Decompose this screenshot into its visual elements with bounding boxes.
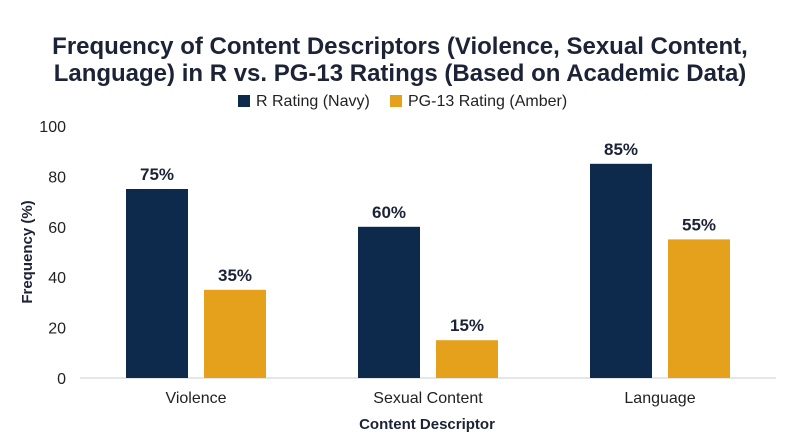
x-axis-label: Content Descriptor: [359, 416, 495, 433]
y-tick-label: 0: [57, 371, 66, 388]
data-label: 60%: [372, 203, 406, 222]
legend: R Rating (Navy) PG-13 Rating (Amber): [238, 93, 567, 110]
data-label: 55%: [682, 215, 716, 234]
data-label: 75%: [140, 165, 174, 184]
chart-title-line-1: Frequency of Content Descriptors (Violen…: [52, 33, 748, 60]
bar-r-sexual-content: [358, 226, 420, 378]
bar-pg13-language: [668, 239, 730, 378]
bar-pg13-sexual-content: [436, 340, 498, 378]
y-tick-label: 80: [48, 169, 66, 186]
legend-label-pg13: PG-13 Rating (Amber): [408, 93, 567, 110]
category-label: Violence: [165, 390, 226, 407]
y-tick-label: 20: [48, 321, 66, 338]
chart-title-line-2: Language) in R vs. PG-13 Ratings (Based …: [54, 60, 747, 87]
bars: 75% 35% 60% 15% 85% 55%: [126, 140, 730, 378]
data-label: 85%: [604, 140, 638, 159]
y-tick-label: 40: [48, 270, 66, 287]
category-label: Language: [624, 390, 695, 407]
y-tick-label: 100: [39, 119, 66, 136]
data-label: 35%: [218, 266, 252, 285]
category-label: Sexual Content: [373, 390, 483, 407]
y-axis-label: Frequency (%): [19, 200, 36, 303]
data-label: 15%: [450, 316, 484, 335]
legend-swatch-r: [238, 95, 250, 107]
bar-r-language: [590, 163, 652, 378]
category-labels: Violence Sexual Content Language: [165, 390, 695, 407]
legend-swatch-pg13: [390, 95, 402, 107]
legend-label-r: R Rating (Navy): [256, 93, 370, 110]
bar-r-violence: [126, 189, 188, 378]
y-ticks: 0 20 40 60 80 100: [39, 119, 66, 388]
bar-pg13-violence: [204, 289, 266, 378]
y-tick-label: 60: [48, 220, 66, 237]
